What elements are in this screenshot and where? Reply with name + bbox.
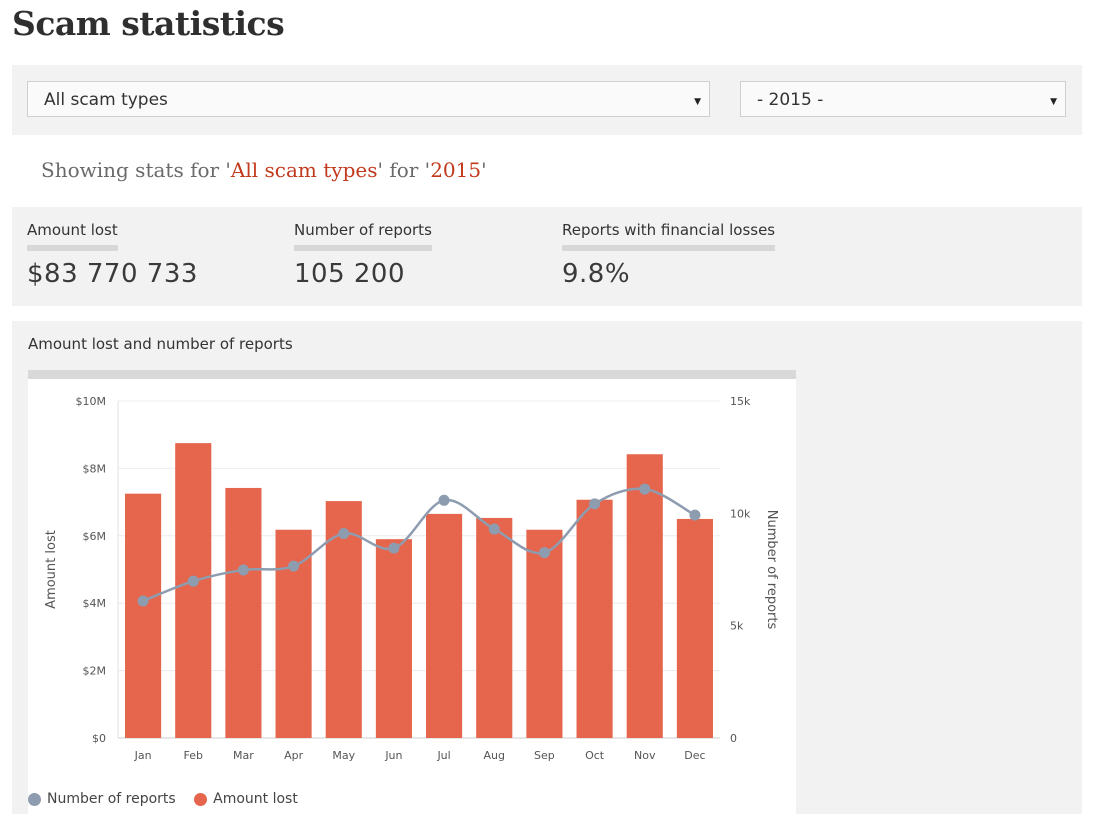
y2-tick-label: 5k: [730, 620, 744, 633]
y-tick-label: $10M: [76, 395, 107, 408]
scam-type-select-value: All scam types: [44, 90, 168, 110]
stat-reports-with-financial-losses: Reports with financial losses 9.8%: [562, 220, 776, 289]
year-select[interactable]: - 2015 - ▼: [740, 81, 1066, 117]
reports-point: [589, 498, 601, 510]
stat-value: 105 200: [294, 259, 406, 289]
x-tick-label: Dec: [684, 749, 705, 762]
reports-point: [488, 523, 500, 535]
y-tick-label: $8M: [83, 462, 107, 475]
grid-lines: [118, 400, 720, 739]
filter-bar: All scam types ▼ - 2015 - ▼: [12, 65, 1082, 135]
legend-marker: [194, 792, 208, 806]
legend-item-amount-lost[interactable]: Amount lost: [194, 791, 298, 807]
bar: [576, 499, 613, 738]
reports-point: [137, 595, 149, 607]
legend-item-number-of-reports[interactable]: Number of reports: [28, 791, 176, 807]
bar: [325, 501, 362, 738]
y2-tick-label: 10k: [730, 507, 751, 520]
y-tick-label: $6M: [83, 530, 107, 543]
legend-label: Amount lost: [213, 791, 298, 807]
showing-stats-text: Showing stats for 'All scam types' for '…: [41, 158, 487, 182]
x-tick-label: Oct: [585, 749, 605, 762]
bar: [476, 517, 513, 738]
showing-prefix: Showing stats for ': [41, 158, 231, 182]
chevron-down-icon: ▼: [694, 97, 701, 107]
reports-point: [538, 547, 550, 559]
x-tick-label: Sep: [534, 749, 555, 762]
chart-legend: Number of reports Amount lost: [28, 791, 312, 807]
x-tick-label: Feb: [184, 749, 203, 762]
showing-middle: ' for ': [377, 158, 431, 182]
bar: [626, 454, 663, 738]
bar: [676, 518, 713, 738]
x-tick-label: Jun: [384, 749, 402, 762]
x-tick-label: Apr: [284, 749, 304, 762]
x-tick-label: Mar: [233, 749, 254, 762]
legend-marker: [28, 792, 41, 806]
reports-point: [288, 560, 300, 572]
stat-amount-lost: Amount lost $83 770 733: [27, 220, 198, 289]
reports-point: [639, 483, 651, 495]
page-title: Scam statistics: [12, 4, 285, 43]
reports-point: [689, 509, 701, 521]
reports-point: [237, 564, 249, 576]
x-tick-label: Nov: [634, 749, 656, 762]
bar: [225, 487, 262, 738]
bar: [175, 443, 212, 738]
showing-year: 2015: [430, 158, 482, 182]
stat-value: $83 770 733: [27, 259, 198, 289]
stat-number-of-reports: Number of reports 105 200: [294, 220, 432, 289]
chart-card: $0 $2M $4M $6M $8M $10M 0 5k 10k 15k Jan Feb Mar Apr M…: [28, 370, 796, 823]
stat-label: Amount lost: [27, 221, 118, 251]
chart-panel: Amount lost and number of reports $0 $2M $…: [12, 321, 1082, 823]
stat-label: Number of reports: [294, 221, 432, 251]
bar: [526, 529, 563, 738]
reports-point: [438, 494, 450, 506]
reports-point: [338, 528, 350, 540]
x-tick-label: Jan: [134, 749, 152, 762]
combo-chart: $0 $2M $4M $6M $8M $10M 0 5k 10k 15k Jan Feb Mar Apr M…: [44, 395, 779, 762]
y-tick-label: $2M: [83, 665, 107, 678]
y-axis-title: Amount lost: [44, 530, 59, 609]
bar: [426, 513, 463, 738]
chevron-down-icon: ▼: [1050, 97, 1057, 107]
stat-label: Reports with financial losses: [562, 221, 776, 251]
stat-value: 9.8%: [562, 259, 631, 289]
y-tick-label: $0: [92, 732, 106, 745]
scam-type-select[interactable]: All scam types ▼: [27, 81, 710, 117]
y2-tick-label: 15k: [730, 395, 751, 408]
showing-scam-type: All scam types: [230, 158, 378, 182]
bar: [125, 493, 162, 738]
y2-tick-label: 0: [730, 732, 737, 745]
y-tick-label: $4M: [83, 597, 107, 610]
x-tick-label: Jul: [436, 749, 450, 762]
x-tick-label: May: [332, 749, 355, 762]
chart-title: Amount lost and number of reports: [28, 335, 293, 353]
reports-point: [187, 575, 199, 587]
y2-axis-title: Number of reports: [764, 510, 779, 630]
x-tick-label: Aug: [484, 749, 505, 762]
showing-suffix: ': [481, 158, 487, 182]
bar: [375, 539, 412, 738]
axes: $0 $2M $4M $6M $8M $10M 0 5k 10k 15k Jan Feb Mar Apr M…: [44, 395, 779, 762]
year-select-value: - 2015 -: [757, 90, 824, 110]
legend-label: Number of reports: [47, 791, 176, 807]
stats-bar: Amount lost $83 770 733 Number of report…: [12, 207, 1082, 306]
bar-series: [125, 443, 713, 738]
reports-point: [388, 542, 400, 554]
line-series: [137, 483, 701, 607]
